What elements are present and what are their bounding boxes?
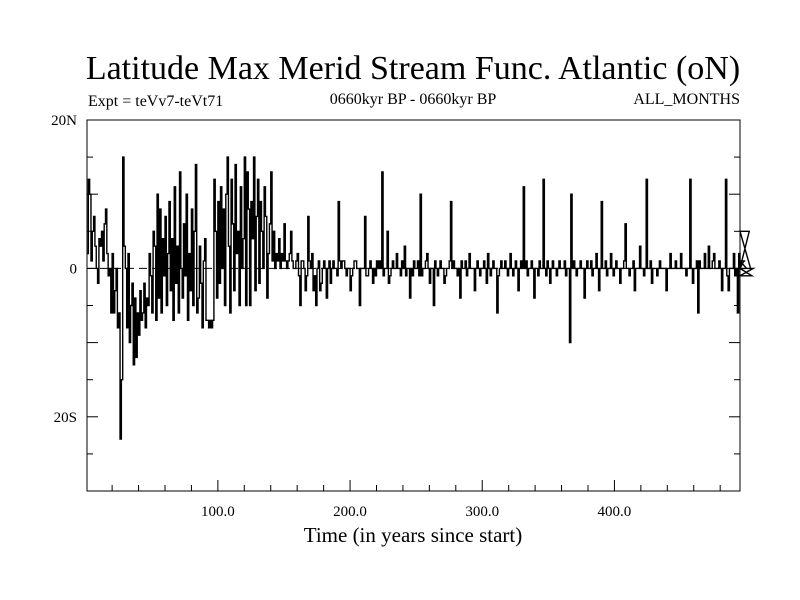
y-tick-label: 0 — [70, 261, 78, 277]
x-axis: 100.0 200.0 300.0 400.0 — [111, 480, 721, 520]
chart-title: Latitude Max Merid Stream Func. Atlantic… — [86, 50, 740, 87]
series-line — [87, 156, 756, 440]
x-tick-label: 300.0 — [465, 504, 499, 520]
y-tick-label: 20S — [54, 410, 77, 426]
period-label: 0660kyr BP - 0660kyr BP — [330, 91, 497, 108]
x-tick-label: 200.0 — [333, 504, 367, 520]
x-axis-title: Time (in years since start) — [304, 523, 523, 547]
x-tick-label: 100.0 — [201, 504, 235, 520]
plot-frame — [86, 119, 741, 492]
experiment-label: Expt = teVv7-teVt71 — [88, 93, 223, 110]
x-tick-label: 400.0 — [598, 504, 632, 520]
y-tick-label: 20N — [51, 113, 77, 129]
months-label: ALL_MONTHS — [633, 91, 740, 108]
y-axis: 20N 0 20S — [51, 113, 740, 455]
